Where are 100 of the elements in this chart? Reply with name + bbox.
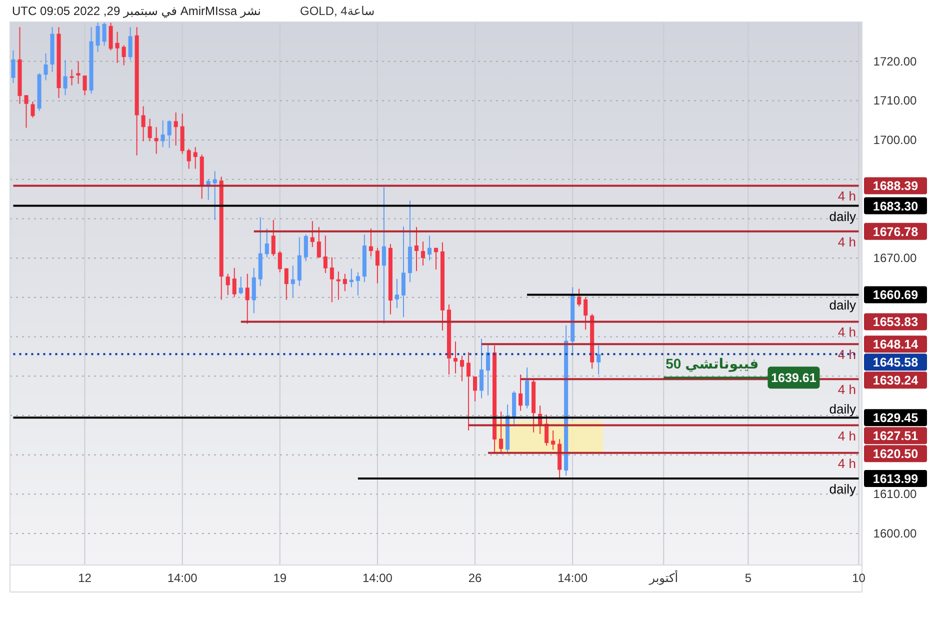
candlestick	[115, 31, 120, 64]
candlestick	[434, 247, 438, 270]
candlestick	[238, 276, 243, 295]
candlestick	[154, 126, 158, 154]
series-label: daily	[829, 208, 856, 224]
x-tick-label: 12	[78, 571, 92, 585]
candlestick	[453, 341, 458, 374]
data-label: 1648.14	[872, 338, 918, 352]
candlestick	[577, 288, 582, 307]
candlestick	[122, 44, 126, 66]
candlestick	[252, 267, 256, 314]
candlestick	[11, 50, 16, 84]
y-tick-label: 1610.00	[873, 487, 918, 502]
data-label: 1688.39	[872, 179, 918, 194]
candlestick	[193, 146, 198, 170]
candlestick	[232, 267, 236, 298]
candlestick	[141, 106, 146, 142]
candlestick	[174, 112, 178, 146]
data-label: 1620.50	[872, 447, 918, 462]
candlestick	[330, 256, 334, 303]
data-label: 1627.51	[872, 429, 918, 444]
x-tick-label: 14:00	[558, 571, 588, 585]
candlestick	[414, 226, 419, 272]
candlestick	[245, 273, 250, 324]
candlestick	[401, 226, 406, 318]
candlestick	[128, 26, 132, 60]
data-label: 1683.30	[872, 199, 918, 214]
data-label: 1639.24	[872, 374, 918, 388]
chart-subtitle: GOLD, 4ساعة	[300, 4, 375, 18]
candlestick	[290, 265, 295, 298]
y-tick-label: 1670.00	[873, 251, 918, 266]
candlestick	[596, 344, 601, 376]
data-label: 1639.61	[771, 371, 816, 386]
x-tick-label: 14:00	[167, 571, 198, 585]
x-tick-label: أكتوبر	[648, 570, 678, 585]
candlestick	[486, 343, 490, 396]
candlestick	[375, 247, 380, 284]
candlestick	[76, 60, 80, 84]
data-label: 1653.83	[872, 315, 918, 330]
candlestick	[264, 228, 269, 258]
chart-title: نشر AmirMIssa في سبتمبر 29, 2022 09:05 UTC	[12, 4, 262, 18]
series-label: 4 h	[838, 324, 856, 340]
series-label: 4 h	[838, 382, 856, 398]
data-label: 1676.78	[872, 224, 918, 239]
candlestick	[323, 235, 328, 274]
y-tick-label: 1700.00	[873, 133, 918, 148]
candlestick	[271, 219, 276, 257]
candlestick	[24, 94, 28, 128]
y-tick-label: 1720.00	[873, 54, 918, 68]
candlestick	[551, 430, 556, 450]
candlestick	[316, 226, 321, 259]
candlestick	[466, 352, 471, 431]
series-label: daily	[829, 298, 856, 313]
series-label: 4 h	[838, 188, 856, 204]
candlestick	[499, 411, 504, 455]
candlestick	[108, 22, 113, 51]
candlestick	[420, 241, 426, 266]
candlestick	[96, 22, 100, 52]
x-tick-label: 5	[744, 571, 752, 585]
legend-label: daily	[829, 402, 856, 417]
candlestick	[226, 273, 230, 296]
candlestick	[30, 100, 35, 118]
candlestick	[336, 270, 340, 300]
candlestick	[544, 414, 549, 446]
candlestick	[310, 220, 314, 248]
candlestick	[394, 278, 399, 309]
candlestick	[518, 374, 523, 412]
candlestick	[427, 235, 432, 261]
candlestick	[473, 376, 478, 402]
data-label: 1660.69	[872, 288, 918, 302]
candlestick	[44, 52, 48, 81]
legend-label: 4 h	[838, 428, 856, 444]
candlestick	[102, 22, 106, 46]
series-label: 4 h	[838, 456, 856, 471]
x-tick-label: 10	[852, 571, 866, 585]
data-label: 1629.45	[872, 411, 918, 426]
candlestick	[382, 186, 386, 324]
x-tick-label: 14:00	[362, 571, 393, 585]
candlestick	[460, 355, 464, 382]
candlestick	[82, 75, 87, 96]
candlestick	[342, 273, 347, 292]
data-label: 1645.58	[872, 356, 918, 370]
candlestick	[356, 272, 360, 296]
candlestick	[212, 170, 217, 220]
y-tick-label: 1600.00	[873, 526, 918, 541]
series-label: فيبوناتشي 50	[666, 356, 759, 373]
x-tick-label: 19	[273, 571, 287, 585]
series-label: daily	[829, 481, 856, 496]
candlestick	[186, 148, 191, 170]
candlestick	[304, 234, 308, 262]
y-tick-label: 1710.00	[873, 94, 918, 108]
candlestick	[584, 296, 588, 330]
candlestick	[480, 338, 484, 399]
candlestick	[148, 118, 152, 142]
candlestick	[63, 60, 68, 96]
candlestick	[349, 268, 354, 288]
x-tick-label: 26	[468, 571, 482, 585]
candlestick	[167, 120, 172, 148]
data-label: 1613.99	[872, 472, 918, 486]
candlestick	[284, 268, 288, 300]
